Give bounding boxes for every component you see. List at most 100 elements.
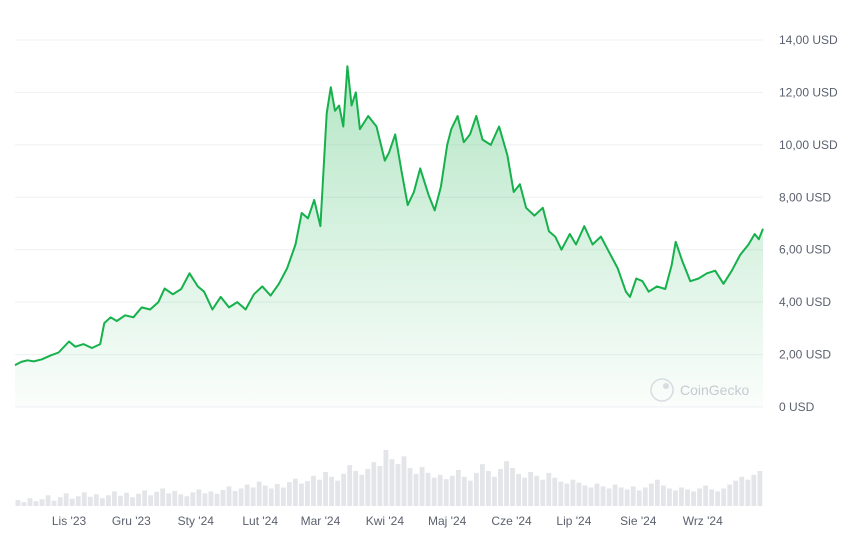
volume-bar [232, 490, 238, 506]
x-tick-label: Lis '23 [52, 514, 87, 528]
y-tick-label: 14,00 USD [779, 33, 838, 47]
volume-bar [691, 491, 696, 506]
volume-bar [437, 474, 443, 506]
volume-bar [522, 477, 528, 506]
volume-bar [280, 487, 286, 506]
volume-bar [685, 489, 690, 506]
volume-bar [45, 495, 51, 506]
y-tick-label: 12,00 USD [779, 85, 838, 99]
y-axis-labels: 14,00 USD 12,00 USD 10,00 USD 8,00 USD 6,00 … [779, 33, 838, 414]
volume-bar [588, 487, 594, 506]
volume-bar [479, 464, 485, 506]
volume-bar [528, 471, 534, 506]
volume-bar [347, 465, 353, 506]
volume-bar [112, 491, 117, 506]
x-tick-label: Mar '24 [301, 514, 341, 528]
volume-bar [673, 490, 678, 506]
volume-bar [666, 488, 672, 506]
volume-bar [335, 480, 341, 506]
price-area-fill [15, 66, 763, 407]
volume-bar [739, 476, 745, 506]
volume-bar [292, 478, 298, 506]
volume-bar [172, 490, 178, 506]
volume-bar [594, 483, 600, 506]
volume-bar [214, 493, 220, 506]
volume-bar [81, 492, 87, 506]
volume-bar [642, 487, 648, 506]
volume-bar [540, 479, 546, 506]
volume-bar [118, 495, 123, 506]
volume-bar [142, 490, 148, 506]
volume-bar [395, 464, 401, 506]
x-axis-labels: Lis '23 Gru '23 Sty '24 Lut '24 Mar '24 Kwi '… [52, 514, 723, 528]
coingecko-watermark: CoinGecko [650, 378, 749, 402]
volume-bar [600, 486, 606, 506]
volume-bar [148, 495, 154, 506]
y-tick-label: 8,00 USD [779, 190, 831, 204]
volume-bar [15, 500, 21, 506]
volume-bar [184, 496, 190, 506]
volume-bar [238, 488, 244, 506]
volume-bar [721, 488, 727, 506]
x-tick-label: Wrz '24 [683, 514, 723, 528]
volume-bar [612, 484, 618, 506]
volume-bar [425, 472, 431, 506]
volume-bar [504, 461, 509, 506]
y-tick-label: 4,00 USD [779, 295, 831, 309]
volume-bar [196, 489, 202, 506]
x-tick-label: Gru '23 [112, 514, 151, 528]
volume-bar [679, 487, 684, 506]
volume-bar [244, 484, 250, 506]
volume-bar [703, 485, 709, 506]
volume-bar [202, 493, 208, 506]
volume-bar [455, 469, 461, 506]
volume-bar [21, 502, 27, 506]
volume-bar [401, 456, 407, 506]
x-tick-label: Lut '24 [242, 514, 278, 528]
volume-bar [57, 497, 63, 506]
volume-bar [166, 493, 172, 506]
coingecko-logo-eye [663, 383, 669, 389]
volume-bar [262, 485, 268, 506]
volume-bar [467, 480, 473, 506]
volume-bar [389, 459, 395, 506]
volume-bar [130, 497, 135, 506]
volume-bar [697, 488, 702, 506]
watermark-text: CoinGecko [680, 382, 749, 398]
volume-bar [377, 466, 383, 506]
volume-bar [715, 491, 721, 506]
volume-bar [359, 474, 365, 506]
volume-bar [39, 499, 45, 506]
volume-bar [371, 462, 377, 506]
volume-bar [154, 491, 160, 506]
volume-bar [305, 481, 310, 506]
volume-bar [220, 489, 226, 506]
price-line[interactable] [14, 65, 764, 366]
volume-bar [461, 476, 467, 506]
volume-bar [311, 475, 316, 506]
y-tick-label: 6,00 USD [779, 243, 831, 257]
x-tick-label: Sie '24 [620, 514, 657, 528]
volume-bar [407, 468, 413, 506]
volume-bar [27, 498, 33, 506]
volume-bar [606, 488, 612, 506]
volume-bar [624, 489, 630, 506]
volume-bar [341, 473, 347, 506]
y-tick-label: 10,00 USD [779, 138, 838, 152]
volume-bar [654, 479, 660, 506]
volume-bar [630, 486, 636, 506]
volume-bar [733, 480, 739, 506]
volume-bar [419, 467, 425, 506]
volume-bar [208, 491, 214, 506]
volume-bar [558, 481, 564, 506]
volume-bar [51, 500, 57, 506]
volume-bar [63, 493, 69, 506]
volume-bar [492, 476, 497, 506]
volume-bar [510, 468, 515, 506]
volume-bar [329, 476, 335, 506]
volume-bar [546, 472, 552, 506]
volume-bar [105, 495, 111, 506]
volume-bar [431, 477, 437, 506]
volume-bar [33, 501, 39, 506]
volume-bar [190, 492, 196, 506]
